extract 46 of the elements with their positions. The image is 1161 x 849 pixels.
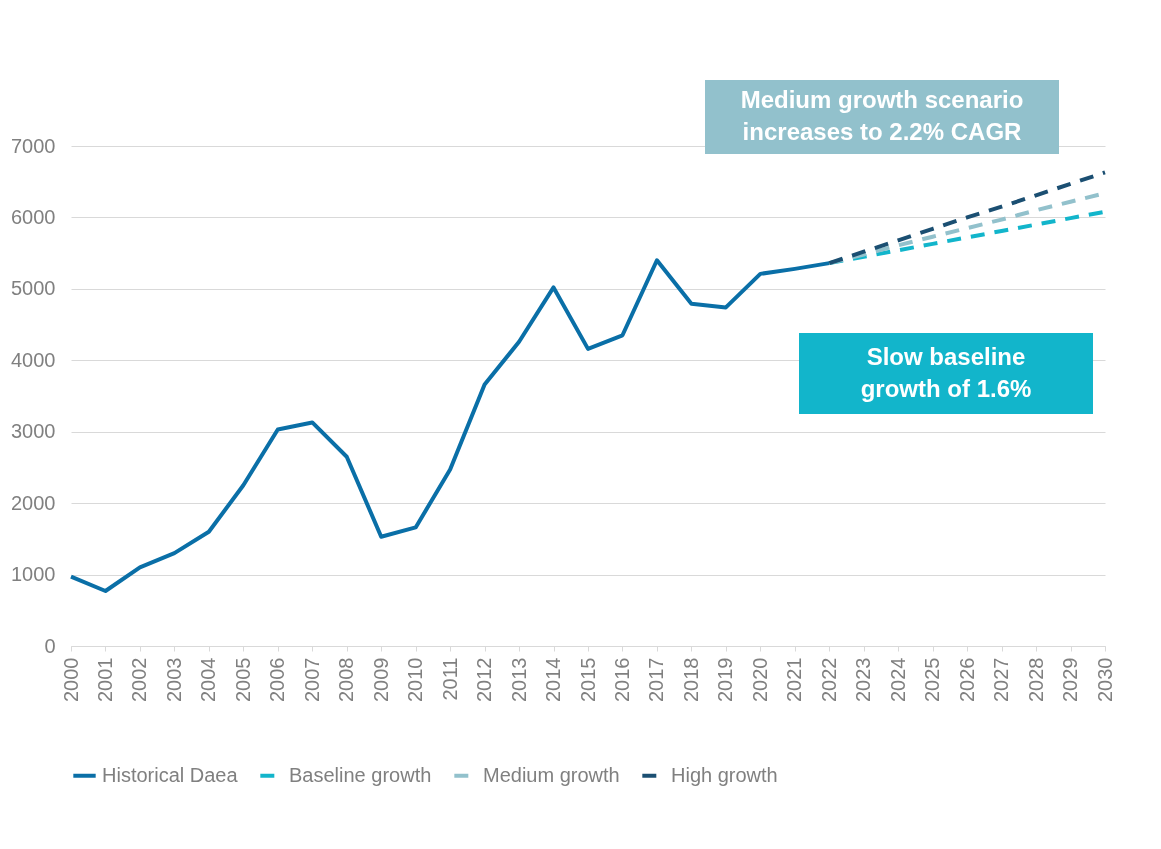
legend-label: Baseline growth: [289, 763, 432, 786]
y-tick-label: 5000: [11, 277, 56, 300]
line-series: [827, 170, 1107, 266]
x-tick-label: 2012: [473, 657, 496, 702]
x-tick-label: 2023: [852, 657, 875, 702]
annotation: Slow baseline growth of 1.6%: [860, 342, 1032, 402]
x-tick-label: 2006: [266, 657, 289, 702]
x-tick-label: 2013: [507, 657, 530, 702]
x-tick-label: 2015: [576, 657, 599, 702]
y-tick-label: 7000: [11, 134, 56, 157]
x-tick-label: 2008: [335, 657, 358, 702]
x-tick-label: 2007: [300, 657, 323, 702]
x-tick-label: 2024: [886, 657, 909, 702]
y-tick-label: 2000: [11, 491, 56, 514]
x-tick-label: 2001: [93, 657, 116, 702]
x-tick-label: 2027: [990, 657, 1013, 702]
x-tick-label: 2025: [921, 657, 944, 702]
x-tick-label: 2020: [748, 657, 771, 702]
x-tick-label: 2002: [128, 657, 151, 702]
x-tick-label: 2029: [1059, 657, 1082, 702]
x-tick-label: 2019: [714, 657, 737, 702]
x-tick-label: 2014: [542, 657, 565, 702]
y-tick-label: 3000: [11, 420, 56, 443]
y-tick-label: 1000: [11, 563, 56, 586]
line-series: [69, 258, 832, 593]
x-tick-label: 2021: [783, 657, 806, 702]
x-tick-label: 2028: [1024, 657, 1047, 702]
y-tick-label: 0: [44, 634, 56, 657]
x-tick-label: 2016: [610, 657, 633, 702]
text: Medium growth scenario increases to 2.2% CAGR: [740, 86, 1024, 145]
x-tick-label: 2005: [231, 657, 254, 702]
x-tick-label: 2004: [197, 657, 220, 702]
y-tick-label: 4000: [11, 348, 56, 371]
legend-label: High growth: [671, 763, 778, 786]
y-tick-label: 6000: [11, 205, 56, 228]
x-tick-label: 2010: [404, 657, 427, 702]
legend-label: Medium growth: [483, 763, 620, 786]
legend-label: Historical Daea: [102, 763, 239, 786]
x-tick-label: 2022: [817, 657, 840, 702]
x-tick-label: 2030: [1093, 657, 1116, 702]
x-tick-label: 2026: [955, 657, 978, 702]
x-tick-label: 2017: [645, 657, 668, 702]
x-tick-label: 2009: [369, 657, 392, 702]
x-tick-label: 2003: [162, 657, 185, 702]
x-tick-label: 2018: [679, 657, 702, 702]
x-tick-label: 2011: [438, 657, 461, 701]
